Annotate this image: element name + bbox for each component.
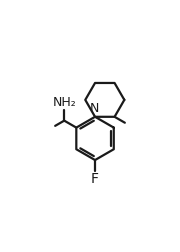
Text: N: N (90, 102, 99, 115)
Text: F: F (91, 172, 99, 186)
Text: NH₂: NH₂ (52, 97, 76, 109)
